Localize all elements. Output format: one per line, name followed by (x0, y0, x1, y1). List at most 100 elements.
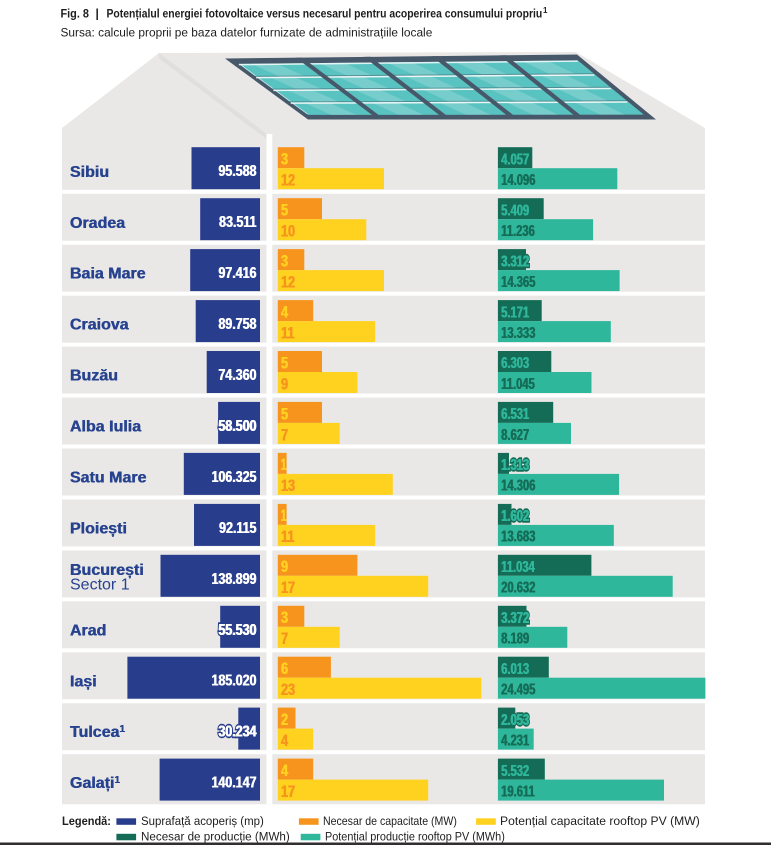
svg-text:1.602: 1.602 (501, 507, 529, 524)
svg-text:1.313: 1.313 (501, 456, 529, 473)
svg-text:97.416: 97.416 (218, 265, 256, 283)
svg-text:106.325: 106.325 (212, 469, 257, 487)
svg-text:13.333: 13.333 (502, 324, 536, 341)
svg-text:Baia Mare: Baia Mare (70, 266, 146, 283)
svg-text:138.899: 138.899 (211, 570, 256, 588)
svg-text:30.234: 30.234 (218, 723, 256, 741)
svg-text:Necesar de producție (MWh): Necesar de producție (MWh) (141, 829, 290, 843)
svg-text:6.531: 6.531 (502, 405, 530, 422)
svg-text:11.034: 11.034 (501, 558, 535, 575)
svg-text:30.234: 30.234 (219, 723, 257, 741)
svg-text:55.530: 55.530 (218, 621, 256, 639)
svg-text:9: 9 (281, 557, 288, 576)
svg-text:6: 6 (281, 659, 288, 678)
svg-text:1.602: 1.602 (501, 507, 529, 524)
svg-text:17: 17 (281, 782, 295, 801)
svg-text:58.500: 58.500 (218, 418, 256, 436)
svg-text:55.530: 55.530 (219, 621, 257, 639)
svg-text:89.758: 89.758 (218, 316, 256, 334)
svg-text:30.234: 30.234 (218, 723, 256, 741)
svg-text:6.303: 6.303 (501, 354, 529, 371)
svg-text:4: 4 (281, 731, 289, 750)
svg-text:5: 5 (281, 404, 288, 423)
svg-text:Baia Mare: Baia Mare (70, 266, 146, 283)
svg-text:20.632: 20.632 (502, 579, 536, 596)
svg-text:7: 7 (281, 629, 288, 648)
svg-text:3: 3 (281, 252, 288, 271)
svg-text:12: 12 (281, 273, 295, 292)
svg-text:5.409: 5.409 (502, 201, 530, 218)
svg-text:1: 1 (543, 6, 548, 15)
svg-text:4: 4 (281, 303, 289, 322)
svg-text:10: 10 (281, 222, 295, 241)
svg-text:83.511: 83.511 (219, 214, 256, 232)
svg-text:3: 3 (281, 608, 288, 627)
svg-text:4: 4 (281, 731, 289, 750)
svg-text:Legendă:: Legendă: (62, 816, 111, 828)
svg-text:București: București (70, 562, 144, 579)
svg-text:Oradea: Oradea (70, 215, 125, 232)
svg-text:55.530: 55.530 (218, 621, 256, 639)
svg-text:13: 13 (281, 476, 295, 495)
svg-text:14.365: 14.365 (502, 273, 536, 290)
svg-text:Fig. 8: Fig. 8 (61, 8, 90, 21)
svg-text:2: 2 (281, 710, 288, 729)
svg-text:23: 23 (281, 680, 295, 699)
svg-text:București: București (70, 562, 144, 579)
svg-text:11: 11 (281, 527, 294, 546)
svg-text:4: 4 (281, 303, 289, 322)
svg-text:3: 3 (281, 252, 288, 271)
svg-text:17: 17 (281, 578, 295, 597)
svg-text:12: 12 (281, 273, 295, 292)
svg-text:140.147: 140.147 (211, 774, 256, 792)
svg-text:8.627: 8.627 (502, 426, 530, 443)
svg-text:3.312: 3.312 (502, 252, 530, 269)
svg-text:8.189: 8.189 (502, 630, 530, 647)
svg-text:5: 5 (281, 404, 288, 423)
svg-text:5.171: 5.171 (502, 303, 530, 320)
svg-text:Galați1: Galați1 (70, 775, 120, 792)
svg-text:Potențialul energiei fotovolta: Potențialul energiei fotovoltaice versus… (107, 8, 543, 21)
svg-text:1: 1 (281, 454, 287, 474)
svg-text:5: 5 (281, 201, 288, 220)
svg-text:19.611: 19.611 (501, 782, 535, 799)
svg-text:8.189: 8.189 (501, 630, 529, 647)
svg-text:1.313: 1.313 (501, 456, 529, 473)
svg-text:14.365: 14.365 (501, 273, 535, 290)
svg-text:7: 7 (281, 425, 288, 444)
svg-text:58.500: 58.500 (218, 418, 256, 436)
svg-text:5.171: 5.171 (501, 303, 529, 320)
svg-text:Buzău: Buzău (70, 368, 118, 385)
svg-text:3.312: 3.312 (501, 252, 529, 269)
svg-text:2.053: 2.053 (501, 711, 529, 728)
svg-text:Potențial producție rooftop PV: Potențial producție rooftop PV (MWh) (325, 831, 505, 844)
svg-text:Tulcea1: Tulcea1 (70, 724, 126, 741)
svg-text:11: 11 (281, 324, 294, 343)
svg-text:3.372: 3.372 (502, 609, 530, 626)
svg-text:5: 5 (281, 354, 288, 373)
svg-text:4.057: 4.057 (502, 150, 530, 167)
svg-text:11.236: 11.236 (501, 222, 535, 239)
svg-text:106.325: 106.325 (211, 469, 256, 487)
svg-text:1.313: 1.313 (502, 456, 530, 473)
svg-text:Suprafață acoperiș (mp): Suprafață acoperiș (mp) (141, 815, 264, 828)
svg-text:55.530: 55.530 (219, 621, 257, 639)
svg-text:Tulcea1: Tulcea1 (70, 724, 126, 741)
svg-text:6.531: 6.531 (501, 405, 529, 422)
svg-text:|: | (96, 6, 99, 20)
svg-text:20.632: 20.632 (501, 579, 535, 596)
svg-text:Necesar de capacitate (MW): Necesar de capacitate (MW) (323, 815, 457, 828)
svg-text:97.416: 97.416 (219, 265, 257, 283)
svg-text:3.372: 3.372 (502, 609, 530, 626)
svg-text:2.053: 2.053 (501, 711, 529, 728)
svg-text:13: 13 (281, 476, 295, 495)
svg-text:3: 3 (281, 150, 288, 169)
svg-text:24.495: 24.495 (501, 681, 535, 698)
svg-text:Potențial capacitate rooftop P: Potențial capacitate rooftop PV (MW) (500, 814, 700, 828)
svg-text:89.758: 89.758 (219, 316, 257, 334)
svg-text:4.231: 4.231 (501, 732, 529, 749)
svg-text:3.312: 3.312 (501, 252, 529, 269)
svg-text:3.372: 3.372 (501, 609, 529, 626)
svg-text:Arad: Arad (70, 622, 106, 639)
svg-text:Buzău: Buzău (70, 368, 118, 385)
